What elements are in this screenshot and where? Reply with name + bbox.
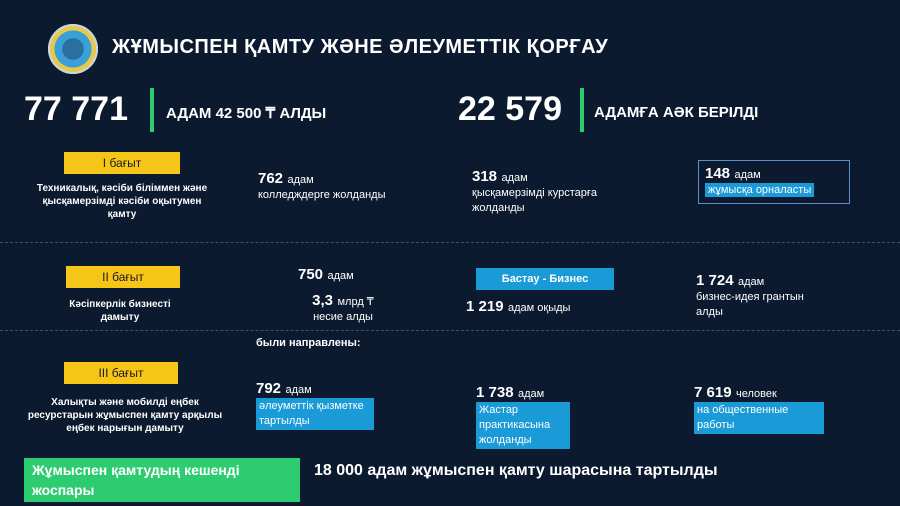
section-3-metric-1: 792 адам әлеуметтік қызметке тартылды xyxy=(256,380,406,430)
metric-number: 3,3 xyxy=(312,292,334,309)
plan-badge: Жұмыспен қамтудың кешенді жоспары xyxy=(24,458,300,502)
section-2-metric-2: 3,3 млрд ₸ несие алды xyxy=(288,292,398,325)
metric-text: бизнес-идея грантын алды xyxy=(696,291,804,318)
metric-number: 750 xyxy=(298,266,324,283)
section-2-metric-1: 750 адам xyxy=(298,266,354,284)
section-1-tag: I бағыт xyxy=(64,152,180,174)
section-2-metric-3: 1 219 адам оқыды xyxy=(466,298,570,316)
metric-highlight: на общественные работы xyxy=(694,402,824,434)
section-1-metric-2: 318 адам қысқамерзімді курстарға жолданд… xyxy=(472,168,642,216)
stat-value-1: 77 771 xyxy=(24,90,128,128)
metric-number: 1 219 xyxy=(466,298,504,315)
page-title: ЖҰМЫСПЕН ҚАМТУ ЖӘНЕ ӘЛЕУМЕТТІК ҚОРҒАУ xyxy=(112,36,609,58)
metric-number: 7 619 xyxy=(694,384,732,401)
section-divider-1 xyxy=(0,242,900,243)
program-badge: Бастау - Бизнес xyxy=(476,268,614,290)
metric-text: қысқамерзімді курстарға жолданды xyxy=(472,187,598,214)
metric-number: 792 xyxy=(256,380,282,397)
metric-number: 318 xyxy=(472,168,498,185)
metric-unit: адам xyxy=(738,276,765,288)
section-2-tag: II бағыт xyxy=(66,266,180,288)
metric-unit: млрд ₸ xyxy=(337,296,374,308)
metric-highlight: Жастар практикасына жолданды xyxy=(476,402,570,449)
section-1-description: Техникалық, кәсіби біліммен және қысқаме… xyxy=(36,183,208,220)
stat-text-2: АДАМҒА АӘК БЕРІЛДІ xyxy=(594,104,759,121)
section-3-metric-3: 7 619 человек на общественные работы xyxy=(694,384,844,434)
footer-summary: 18 000 адам жұмыспен қамту шарасына тарт… xyxy=(314,462,718,479)
metric-highlight: жұмысқа орналасты xyxy=(705,183,815,197)
section-3-metric-2: 1 738 адам Жастар практикасына жолданды xyxy=(476,384,626,449)
metric-number: 762 xyxy=(258,170,284,187)
section-3-tag: III бағыт xyxy=(64,362,178,384)
metric-unit: адам xyxy=(518,388,545,400)
section-1-metric-1: 762 адам колледждерге жолданды xyxy=(258,170,418,203)
logo-emblem-icon xyxy=(48,24,98,74)
stat-divider-1 xyxy=(150,88,154,132)
metric-number: 148 xyxy=(705,165,731,182)
metric-number: 1 724 xyxy=(696,272,734,289)
metric-unit: человек xyxy=(736,388,777,400)
metric-text: колледждерге жолданды xyxy=(258,189,386,201)
metric-unit: адам xyxy=(285,384,312,396)
metric-unit: адам xyxy=(327,270,354,282)
metric-text: несие алды xyxy=(313,311,373,323)
metric-unit: адам xyxy=(734,169,761,181)
stat-text-1: АДАМ 42 500 ₸ АЛДЫ xyxy=(166,105,327,122)
section-2-description: Кәсіпкерлік бизнесті дамыту xyxy=(69,299,171,323)
metric-text: жұмысқа орналасты xyxy=(705,183,843,198)
metric-unit: адам xyxy=(501,172,528,184)
section-2-metric-4: 1 724 адам бизнес-идея грантын алды xyxy=(696,272,816,320)
section-1-metric-3: 148 адам жұмысқа орналасты xyxy=(698,160,850,204)
section-divider-2 xyxy=(0,330,900,331)
metric-unit: адам оқыды xyxy=(508,302,571,314)
section-3-description: Халықты және мобилді еңбек ресурстарын ж… xyxy=(27,397,223,434)
stat-value-2: 22 579 xyxy=(458,90,562,128)
metric-highlight: әлеуметтік қызметке тартылды xyxy=(256,398,374,430)
section-3-note: были направлены: xyxy=(256,337,361,349)
metric-number: 1 738 xyxy=(476,384,514,401)
stat-divider-2 xyxy=(580,88,584,132)
metric-unit: адам xyxy=(287,174,314,186)
